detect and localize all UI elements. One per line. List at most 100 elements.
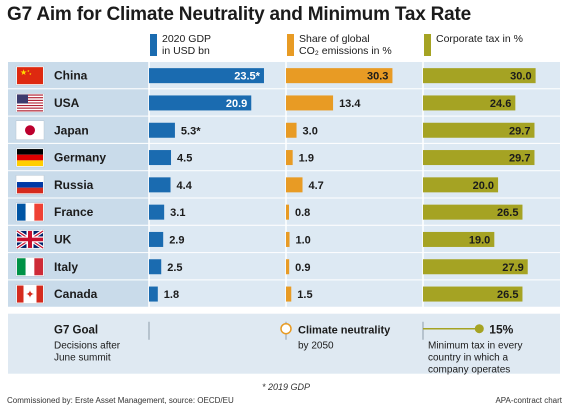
tax-goal-description: Minimum tax in every — [428, 341, 522, 352]
bar — [286, 122, 297, 138]
japan-flag-icon — [15, 120, 45, 140]
flag-field — [17, 67, 43, 85]
data-label: 4.5 — [177, 153, 192, 165]
bar — [423, 286, 523, 302]
flag-band — [17, 285, 24, 303]
footnote: * 2019 GDP — [262, 382, 311, 392]
flag-stripe — [17, 107, 43, 109]
tax-goal-value: 15% — [489, 323, 513, 337]
flag-stripe — [17, 100, 43, 103]
bar — [286, 150, 293, 166]
legend-co2-line: Share of global — [299, 33, 370, 45]
flag-band — [25, 258, 35, 276]
data-label: 0.9 — [295, 262, 310, 274]
flag-band — [17, 203, 26, 221]
bar — [423, 231, 495, 247]
data-label: 5.3* — [181, 125, 201, 137]
bar — [286, 68, 393, 84]
flag-band — [17, 160, 43, 167]
country-label: Germany — [54, 151, 106, 165]
usa-flag-icon — [15, 93, 45, 113]
germany-flag-icon — [15, 147, 45, 168]
bar — [149, 204, 165, 220]
bar — [286, 231, 290, 247]
italy-flag-icon — [15, 257, 45, 277]
flag-band — [17, 176, 43, 183]
row-bg — [149, 171, 560, 199]
data-label: 1.5 — [297, 289, 312, 301]
legend-tax-swatch — [424, 34, 431, 56]
credit-note: APA-contract chart — [495, 396, 562, 405]
china-flag-icon: ★ ★★ — [15, 65, 45, 86]
bar — [423, 68, 536, 84]
source-note: Commissioned by: Erste Asset Management,… — [7, 396, 234, 405]
flag-disc — [25, 125, 35, 136]
flag-star: ★ — [29, 72, 32, 76]
flag-band — [34, 203, 43, 221]
country-label: Japan — [54, 123, 89, 137]
legend-co2-label: Share of global CO₂ emissions in % — [299, 33, 392, 57]
flag-stripe — [17, 99, 43, 101]
flag-star: ★ — [27, 69, 30, 73]
legend-tax-label: Corporate tax in % — [436, 33, 523, 45]
chart-title: G7 Aim for Climate Neutrality and Minimu… — [7, 4, 472, 25]
legend-co2-swatch — [287, 34, 294, 56]
flag-stripe — [17, 102, 43, 104]
legend-co2-line: CO₂ emissions in % — [299, 45, 392, 57]
climate-target-marker — [280, 322, 292, 335]
flag-stripe — [17, 104, 43, 107]
data-label: 30.3 — [367, 71, 388, 83]
flag-leaf: ✦ — [25, 289, 34, 301]
bar — [149, 150, 172, 166]
bar — [286, 204, 289, 220]
data-label: 26.5 — [497, 289, 518, 301]
tax-goal-marker — [474, 324, 484, 334]
country-label: France — [54, 205, 94, 219]
data-label: 30.0 — [510, 71, 531, 83]
data-label: 24.6 — [490, 98, 511, 110]
goal-subtitle: June summit — [54, 353, 111, 364]
flag-stripe — [17, 98, 43, 100]
flag-stripe — [17, 94, 43, 96]
bar — [286, 286, 292, 302]
data-label: 29.7 — [509, 125, 530, 137]
bar — [149, 231, 164, 247]
data-label: 27.9 — [502, 262, 523, 274]
data-label: 2.9 — [169, 234, 184, 246]
country-label: China — [54, 69, 88, 83]
legend-gdp-swatch — [150, 34, 157, 56]
goal-title: G7 Goal — [54, 325, 98, 337]
data-label: 19.0 — [469, 234, 490, 246]
flag-band — [17, 182, 43, 188]
data-label: 1.8 — [164, 289, 179, 301]
data-label: 4.4 — [177, 180, 193, 192]
climate-goal-subtitle: by 2050 — [298, 341, 334, 352]
russia-flag-icon — [15, 175, 45, 195]
bar — [149, 286, 158, 302]
tax-goal-description: company operates — [428, 365, 510, 376]
flag-stripe — [17, 106, 43, 108]
data-label: 0.8 — [295, 207, 310, 219]
bar — [149, 68, 264, 84]
country-label: Italy — [54, 260, 78, 274]
data-label: 3.1 — [170, 207, 185, 219]
country-label: UK — [54, 232, 72, 246]
flag-cross — [17, 237, 43, 242]
flag-band — [17, 154, 43, 161]
bar — [423, 95, 516, 111]
legend-tax-line: Corporate tax in % — [436, 33, 523, 45]
flag-stripe — [17, 108, 43, 111]
country-label: Canada — [54, 287, 98, 301]
flag-stripe — [17, 110, 43, 112]
flag-band — [34, 258, 43, 276]
goal-subtitle: Decisions after — [54, 341, 121, 352]
data-label: 23.5* — [234, 71, 260, 83]
climate-goal-title: Climate neutrality — [298, 325, 391, 337]
flag-band — [17, 187, 43, 194]
flag-stripe — [17, 103, 43, 105]
country-label: USA — [54, 96, 80, 110]
data-label: 26.5 — [497, 207, 518, 219]
legend-gdp-line: in USD bn — [162, 45, 210, 57]
bar — [423, 177, 499, 193]
data-label: 2.5 — [167, 262, 182, 274]
